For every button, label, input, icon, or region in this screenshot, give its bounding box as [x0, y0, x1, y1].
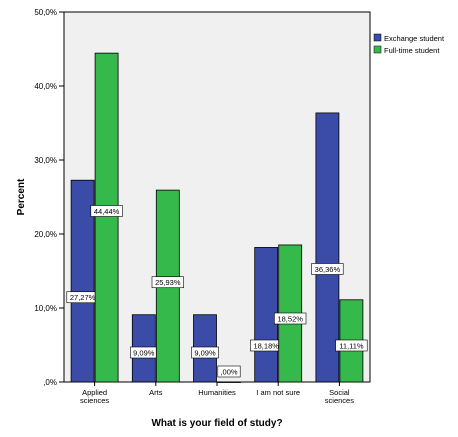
bar-full-time	[94, 52, 119, 383]
data-label-box	[151, 276, 184, 289]
data-label: 25,93%	[155, 278, 181, 287]
y-axis-label: Percent	[16, 178, 27, 215]
y-tick-label: ,0%	[43, 378, 57, 387]
x-tick-label: sciences	[325, 396, 354, 405]
x-tick-label: Arts	[149, 388, 163, 397]
data-label-box	[191, 346, 219, 359]
data-label: 18,52%	[277, 314, 303, 323]
y-tick-label: 30,0%	[34, 156, 57, 165]
x-tick-label: sciences	[80, 396, 109, 405]
x-tick-label: Social	[329, 388, 350, 397]
legend-swatch	[373, 45, 382, 54]
data-label: 11,11%	[339, 341, 364, 350]
data-label-box	[90, 205, 123, 217]
y-tick-label: 50,0%	[34, 8, 57, 17]
x-tick-label: Applied	[82, 388, 107, 397]
data-label: 9,09%	[194, 348, 216, 357]
data-label: 44,44%	[94, 207, 120, 216]
y-tick-label: 10,0%	[34, 304, 57, 313]
data-label-box	[335, 339, 368, 352]
x-axis-label: What is your field of study?	[151, 418, 282, 429]
y-tick-label: 20,0%	[34, 230, 57, 239]
data-label: 27,27%	[70, 293, 96, 302]
legend-swatch	[373, 33, 382, 42]
x-tick-label: Humanities	[198, 388, 236, 397]
bar-full-time	[217, 381, 241, 383]
data-label: ,00%	[220, 367, 237, 376]
legend-label: Full-time student	[384, 46, 440, 55]
bar-exchange	[70, 179, 95, 383]
x-tick-label: I am not sure	[256, 388, 300, 397]
data-label: 18,18%	[253, 341, 279, 350]
data-label-box	[217, 365, 241, 378]
data-label-box	[311, 263, 344, 275]
legend-label: Exchange student	[384, 34, 445, 43]
data-label: 9,09%	[133, 348, 155, 357]
data-label: 36,36%	[315, 265, 341, 274]
bar-exchange	[315, 112, 340, 383]
y-tick-label: 40,0%	[34, 82, 57, 91]
data-label-box	[274, 312, 307, 325]
